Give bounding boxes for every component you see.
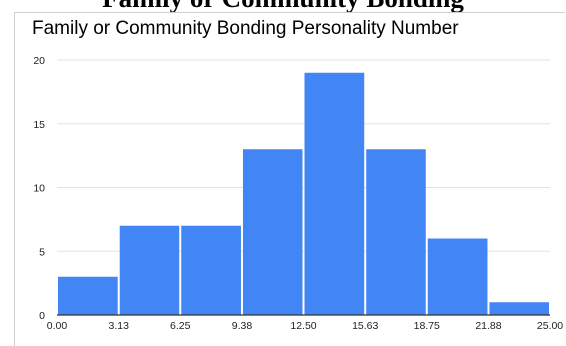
x-tick-label: 3.13 — [109, 320, 130, 332]
histogram-bar — [58, 276, 118, 315]
histogram-bar — [304, 72, 365, 315]
x-tick-label: 6.25 — [170, 320, 191, 332]
x-tick-label: 9.38 — [232, 320, 253, 332]
histogram-bar — [119, 225, 180, 315]
x-tick-label: 25.00 — [537, 320, 563, 332]
y-tick-label: 10 — [33, 183, 45, 195]
x-tick-label: 18.75 — [414, 320, 440, 332]
chart-title: Family or Community Bonding Personality … — [32, 18, 459, 39]
y-tick-label: 0 — [39, 310, 45, 322]
clipped-header-text: Family or Community Bonding — [0, 0, 566, 12]
histogram-bar — [181, 225, 241, 315]
histogram-bar — [427, 238, 488, 315]
chart-frame — [14, 12, 565, 346]
y-tick-label: 15 — [33, 119, 45, 131]
x-tick-label: 21.88 — [475, 320, 501, 332]
y-tick-label: 5 — [39, 246, 45, 258]
x-tick-label: 0.00 — [47, 320, 68, 332]
x-tick-label: 15.63 — [352, 320, 378, 332]
histogram-bar — [242, 149, 303, 315]
y-tick-label: 20 — [33, 55, 45, 67]
x-tick-label: 12.50 — [290, 320, 316, 332]
histogram-bar — [366, 149, 426, 315]
histogram-bar — [489, 302, 549, 315]
